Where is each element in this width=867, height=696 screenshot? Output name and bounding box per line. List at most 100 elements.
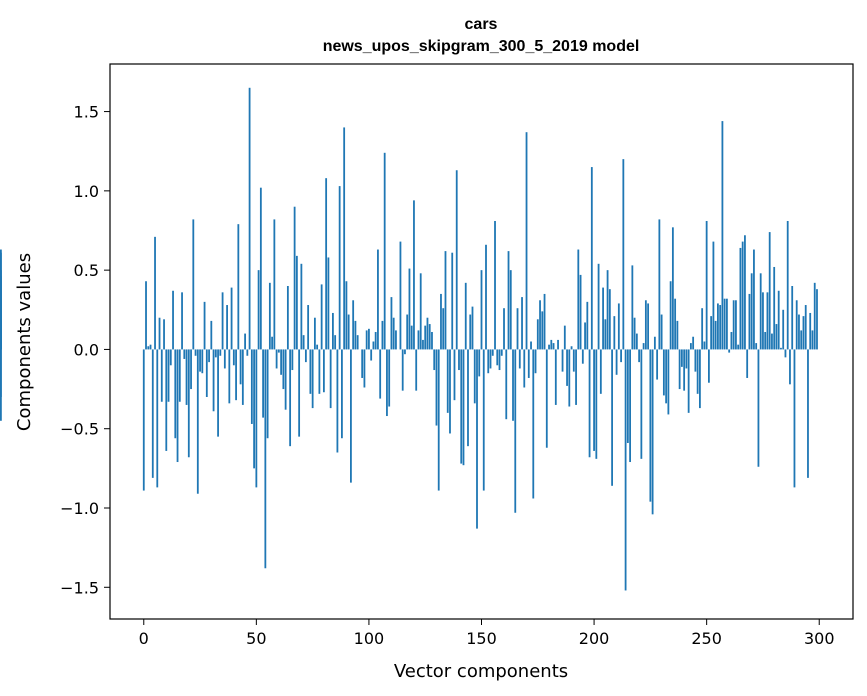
bar-164: [512, 349, 514, 421]
bar-275: [762, 292, 764, 350]
bar-160: [503, 308, 505, 350]
bar-290: [795, 300, 798, 350]
bar-203: [599, 349, 602, 394]
bar-129: [433, 349, 436, 371]
x-tick-label: 250: [691, 629, 722, 648]
bar-296: [809, 312, 812, 350]
y-axis-label: Components values: [14, 253, 35, 431]
bar-145: [469, 314, 472, 350]
bar-177: [541, 311, 544, 350]
bar-189: [568, 349, 571, 407]
bar-46: [246, 349, 249, 356]
bar-280: [773, 266, 776, 350]
bar-32: [214, 349, 217, 358]
bar-114: [399, 241, 402, 350]
bar-223: [644, 300, 647, 350]
bar-187: [563, 325, 566, 350]
bar-267: [744, 235, 746, 350]
bar-232: [665, 349, 668, 404]
bar-100: [368, 328, 370, 350]
bar-55: [266, 349, 269, 439]
bar-137: [451, 252, 454, 350]
bar-158: [498, 349, 501, 371]
bar-93: [352, 300, 355, 350]
bar-252: [710, 316, 713, 350]
bar-244: [692, 336, 695, 350]
bar-61: [280, 349, 283, 375]
bar-295: [807, 349, 809, 478]
bar-255: [717, 303, 719, 350]
bar-72: [304, 349, 307, 363]
bar-209: [613, 316, 616, 350]
bar-150: [480, 270, 483, 350]
bar-77: [316, 344, 319, 350]
bar-176: [539, 300, 541, 350]
bar-245: [694, 349, 697, 372]
bar-undefined: [0, 276, 2, 350]
x-tick-label: 0: [139, 629, 149, 648]
bar-235: [671, 227, 674, 350]
bar-260: [728, 349, 731, 353]
bar-274: [759, 273, 762, 350]
bar-216: [629, 349, 631, 463]
bar-146: [471, 306, 474, 350]
bar-194: [579, 274, 582, 350]
bar-282: [777, 290, 780, 350]
x-tick-label: 150: [466, 629, 497, 648]
bar-228: [656, 349, 659, 380]
bar-59: [275, 349, 278, 369]
bar-192: [575, 349, 577, 405]
bar-97: [361, 349, 364, 378]
bar-52: [259, 187, 262, 350]
bar-83: [329, 349, 332, 409]
bar-5: [154, 236, 156, 350]
bar-221: [640, 349, 643, 459]
bar-111: [392, 317, 395, 350]
bar-94: [354, 320, 357, 350]
bar-87: [338, 186, 341, 350]
bar-78: [318, 349, 321, 394]
bar-170: [525, 132, 528, 350]
bar-172: [530, 341, 532, 350]
bar-229: [658, 219, 661, 350]
bar-205: [604, 319, 607, 350]
bar-35: [221, 292, 224, 350]
bar-19: [185, 349, 188, 405]
bar-285: [784, 349, 787, 358]
bar-undefined: [0, 349, 2, 397]
bar-220: [638, 349, 641, 363]
bar-42: [237, 224, 240, 350]
bar-60: [277, 349, 280, 353]
bar-130: [435, 349, 438, 426]
bar-212: [620, 349, 622, 363]
bar-230: [660, 314, 663, 350]
bar-57: [271, 336, 274, 350]
bar-79: [320, 284, 323, 350]
bar-143: [464, 282, 467, 350]
bar-261: [730, 331, 733, 350]
bar-181: [550, 339, 553, 350]
bar-125: [424, 325, 427, 350]
bar-247: [699, 349, 701, 409]
bar-44: [241, 349, 244, 405]
bar-103: [374, 331, 377, 350]
bar-23: [194, 349, 197, 356]
bar-173: [532, 349, 535, 499]
bar-219: [635, 333, 638, 350]
bar-47: [248, 87, 251, 350]
bar-45: [244, 333, 246, 350]
bar-213: [622, 159, 625, 350]
bar-56: [268, 282, 271, 350]
bar-99: [365, 330, 368, 350]
bar-63: [284, 349, 287, 410]
y-tick-label: −1.5: [60, 578, 99, 597]
bar-215: [626, 349, 629, 443]
bar-226: [651, 349, 654, 515]
bar-268: [746, 349, 749, 378]
bar-214: [624, 349, 627, 591]
bar-198: [588, 349, 591, 458]
bar-75: [311, 349, 314, 409]
bar-108: [386, 349, 388, 417]
bar-85: [334, 335, 337, 350]
bar-40: [232, 349, 235, 366]
